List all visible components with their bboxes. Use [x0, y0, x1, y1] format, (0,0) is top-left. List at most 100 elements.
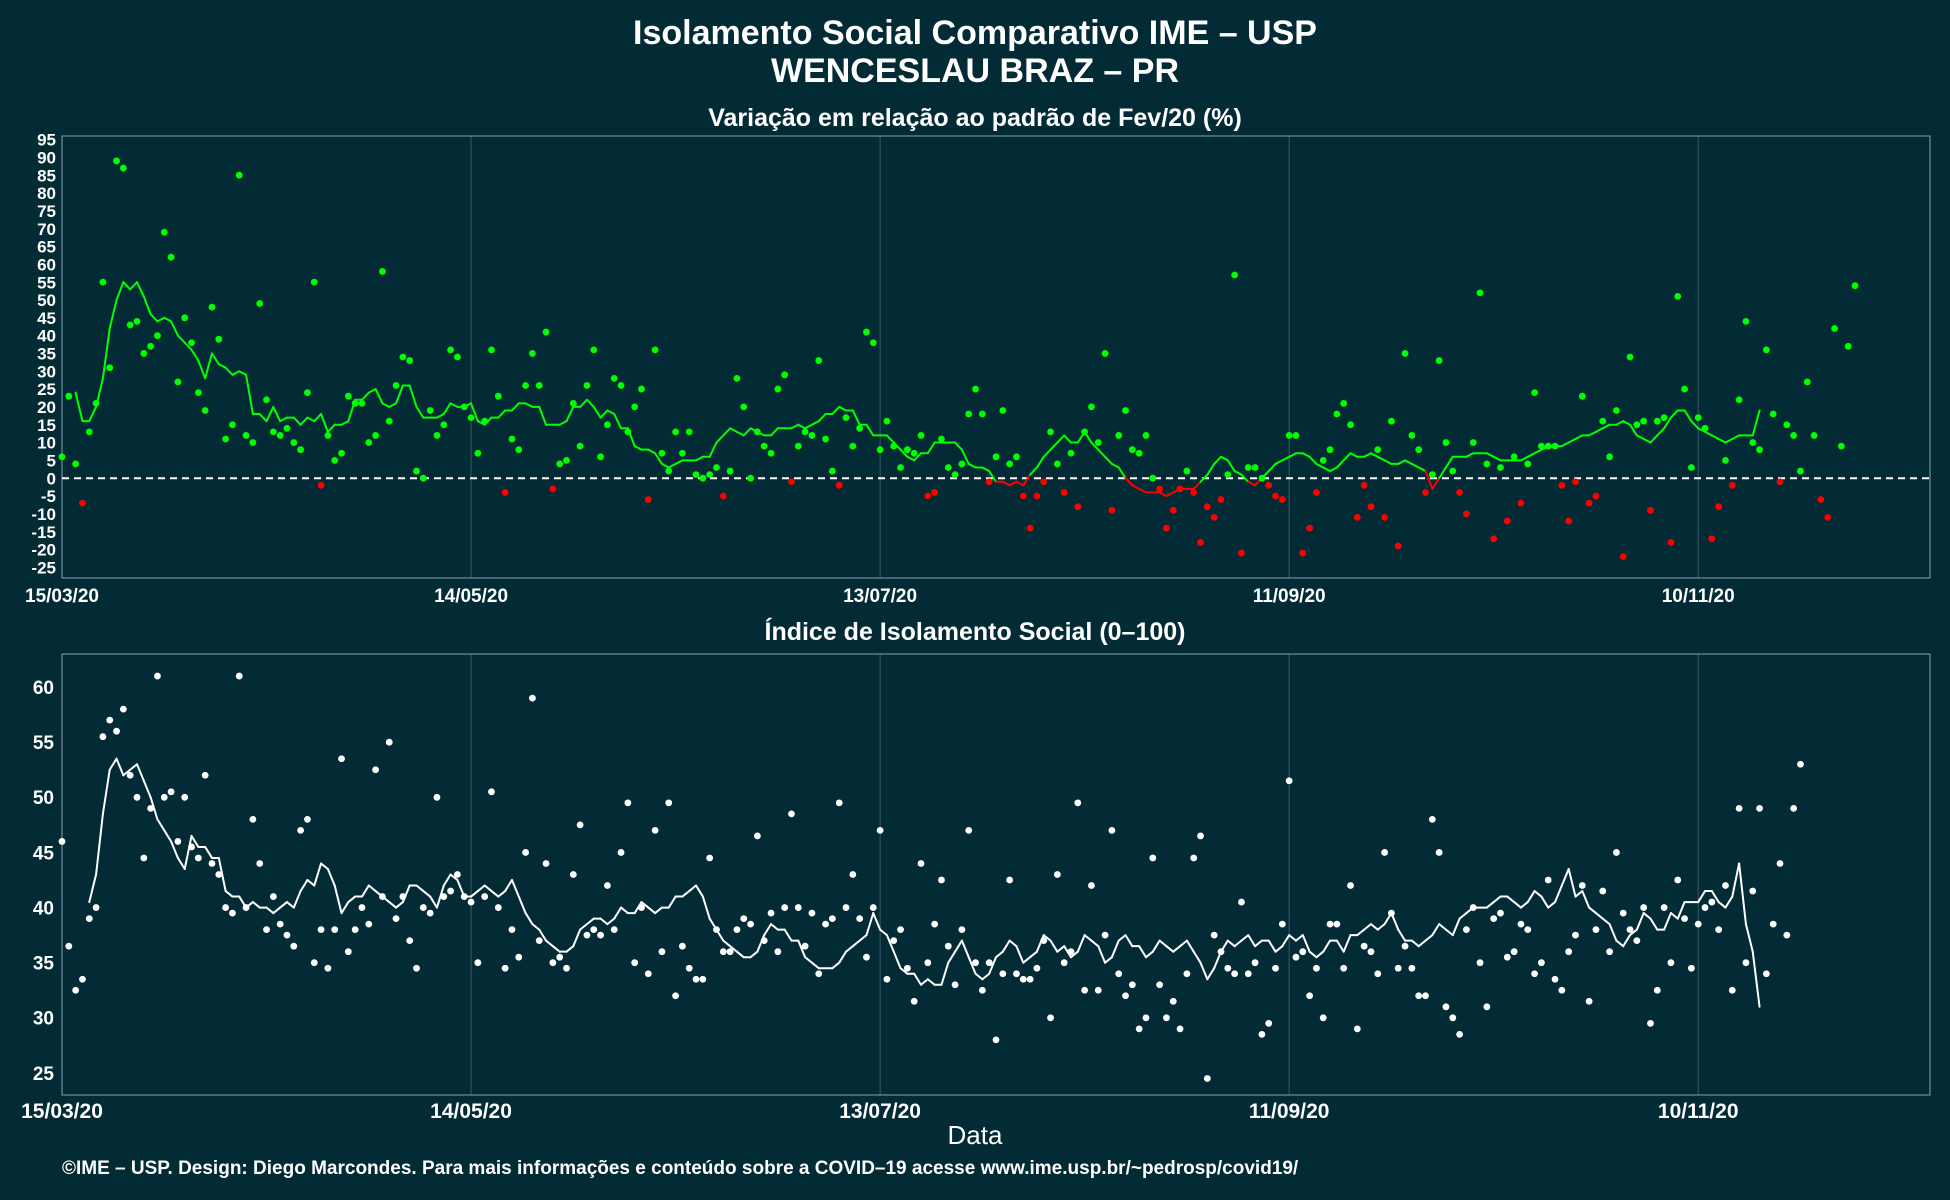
data-point — [1619, 909, 1627, 917]
data-point — [869, 339, 877, 347]
trend-line-segment — [1117, 934, 1127, 942]
trend-line-segment — [1526, 890, 1536, 904]
trend-line-segment — [538, 928, 548, 942]
trend-line-segment — [585, 398, 595, 408]
data-point — [965, 827, 973, 834]
trend-line-segment — [988, 470, 997, 483]
data-point — [1388, 909, 1395, 917]
trend-line-segment — [388, 402, 398, 408]
trend-line-segment — [1547, 901, 1557, 909]
y-tick-label: 55 — [37, 273, 56, 292]
data-point — [604, 421, 611, 429]
data-point — [1081, 986, 1089, 994]
trend-line-segment — [231, 370, 241, 376]
data-point — [1244, 970, 1252, 978]
data-point — [556, 460, 564, 468]
y-tick-label: 65 — [37, 238, 56, 257]
data-point — [542, 328, 550, 336]
data-point — [760, 442, 768, 450]
data-point — [1510, 948, 1518, 956]
data-point — [133, 317, 141, 325]
data-point — [1803, 378, 1811, 386]
data-point — [672, 992, 679, 1000]
data-point — [1497, 909, 1504, 917]
data-point — [685, 964, 693, 972]
data-point — [1299, 549, 1307, 557]
data-point — [1251, 959, 1259, 967]
trend-line-segment — [476, 884, 486, 893]
data-point — [549, 959, 557, 967]
data-point — [1149, 854, 1157, 862]
data-point — [1033, 492, 1041, 500]
data-point — [1415, 992, 1423, 1000]
trend-line-segment — [340, 420, 350, 426]
trend-line-segment — [1294, 934, 1304, 942]
trend-line-segment — [1629, 928, 1638, 937]
data-point — [978, 410, 986, 418]
data-point — [1531, 389, 1538, 397]
data-point — [406, 357, 414, 364]
trend-line-segment — [1431, 477, 1441, 490]
data-point — [154, 332, 161, 340]
trend-line-segment — [1519, 455, 1529, 462]
trend-line-segment — [1410, 939, 1420, 948]
data-point — [79, 499, 86, 507]
data-point — [828, 467, 836, 475]
data-point — [1674, 293, 1682, 300]
trend-line-segment — [1417, 466, 1427, 473]
trend-line-segment — [872, 912, 882, 931]
trend-line-segment — [156, 316, 166, 323]
trend-line-segment — [320, 862, 329, 870]
data-point — [515, 446, 523, 454]
data-point — [549, 485, 557, 493]
trend-line-segment — [1622, 420, 1632, 426]
trend-line-segment — [1519, 901, 1529, 909]
data-point — [92, 904, 100, 911]
data-point — [1722, 882, 1729, 889]
data-point — [597, 931, 604, 939]
data-point — [85, 428, 93, 436]
trend-line-segment — [1492, 455, 1502, 462]
data-point — [379, 268, 386, 275]
trend-line-segment — [1022, 473, 1032, 487]
y-tick-label: 60 — [33, 678, 54, 699]
data-point — [263, 926, 270, 934]
data-point — [747, 920, 754, 928]
trend-line-segment — [845, 945, 854, 953]
trend-line-segment — [1642, 912, 1652, 920]
data-point — [126, 321, 134, 329]
trend-line-segment — [470, 402, 479, 423]
data-point — [304, 815, 311, 823]
data-point — [1340, 964, 1348, 972]
data-point — [1033, 964, 1041, 972]
trend-line-segment — [129, 281, 138, 291]
data-point — [781, 904, 789, 911]
trend-line-segment — [633, 901, 643, 915]
data-point — [508, 435, 516, 443]
data-point — [481, 417, 489, 425]
y-tick-label: 90 — [37, 149, 56, 168]
data-point — [290, 942, 298, 950]
data-point — [1667, 959, 1675, 967]
trend-line-segment — [272, 906, 282, 915]
trend-line-segment — [1560, 867, 1570, 887]
trend-line-segment — [1049, 441, 1059, 451]
trend-line-segment — [1110, 462, 1120, 469]
index-panel: 15/03/20 14/05/20 13/07/20 11/09/20 10/11/20… — [21, 653, 1931, 1123]
trend-line-segment — [1335, 459, 1345, 469]
data-point — [1326, 446, 1334, 454]
x-tick-label: 15/03/20 — [21, 1100, 103, 1123]
y-tick-label: 45 — [37, 309, 56, 328]
data-point — [1108, 827, 1116, 834]
data-point — [1197, 832, 1204, 840]
trend-line-segment — [95, 812, 104, 876]
y-tick-label: 85 — [37, 166, 56, 185]
trend-line-segment — [1117, 466, 1127, 480]
data-point — [1388, 417, 1395, 425]
data-point — [1217, 496, 1225, 503]
trend-line-segment — [1301, 934, 1311, 953]
trend-line-segment — [1179, 939, 1188, 948]
data-point — [1183, 970, 1191, 978]
data-point — [1190, 854, 1198, 862]
